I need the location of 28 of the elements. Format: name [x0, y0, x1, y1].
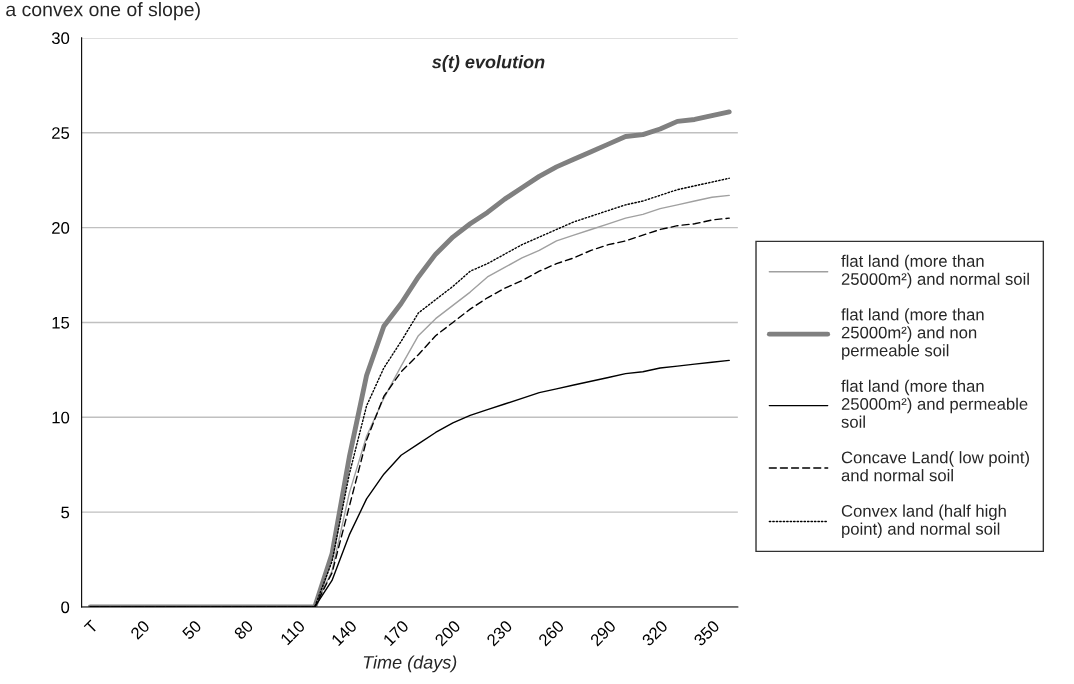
y-tick-label: 5 — [61, 506, 70, 519]
legend-label: flat land (more than 25000m²) and normal soil — [841, 254, 1029, 289]
x-tick-label: 200 — [434, 619, 462, 647]
x-tick-label: 140 — [330, 619, 358, 647]
x-tick-label: 20 — [129, 619, 151, 640]
y-tick-label: 10 — [52, 411, 70, 424]
x-tick-label: 110 — [279, 619, 306, 646]
x-axis-title: Time (days) — [363, 655, 457, 673]
x-tick-label: 80 — [233, 619, 254, 641]
y-tick-label: 25 — [52, 127, 70, 139]
x-tick-label: T — [83, 619, 99, 635]
text: s(t) evolution — [432, 55, 545, 72]
y-tick-label: 15 — [52, 317, 70, 329]
x-tick-label: 230 — [485, 619, 513, 647]
x-tick-label: 320 — [641, 619, 669, 647]
x-tick-label: 290 — [589, 619, 617, 647]
y-tick-label: 20 — [52, 221, 70, 234]
y-tick-label: 30 — [51, 32, 70, 45]
x-tick-label: 260 — [537, 619, 565, 647]
x-tick-label: 350 — [693, 619, 721, 647]
x-tick-label: 50 — [181, 619, 203, 641]
legend-label: flat land (more than 25000m²) and permeable soil — [841, 379, 1028, 428]
y-tick-label: 0 — [61, 601, 70, 614]
legend-label: flat land (more than 25000m²) and non permeable soil — [841, 308, 984, 360]
legend-label: Concave Land( low point) and normal soil — [841, 451, 1029, 482]
legend-label: Convex land (half high point) and normal soil — [841, 504, 1006, 539]
text: a convex one of slope) — [6, 2, 200, 21]
x-tick-label: 170 — [382, 619, 410, 647]
